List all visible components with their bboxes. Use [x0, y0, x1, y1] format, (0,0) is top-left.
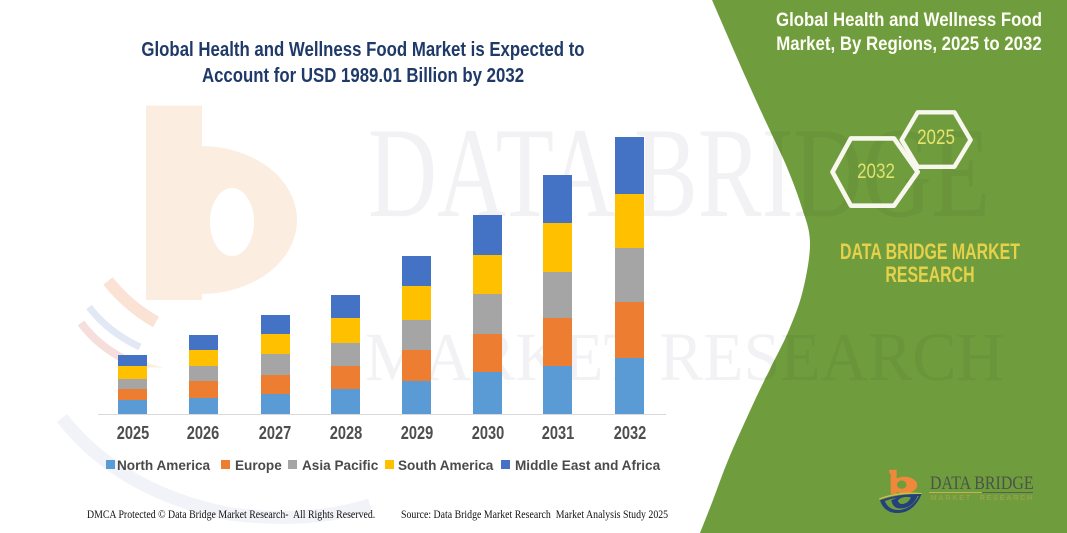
svg-text:MARKET RESEARCH: MARKET RESEARCH [365, 319, 1004, 395]
